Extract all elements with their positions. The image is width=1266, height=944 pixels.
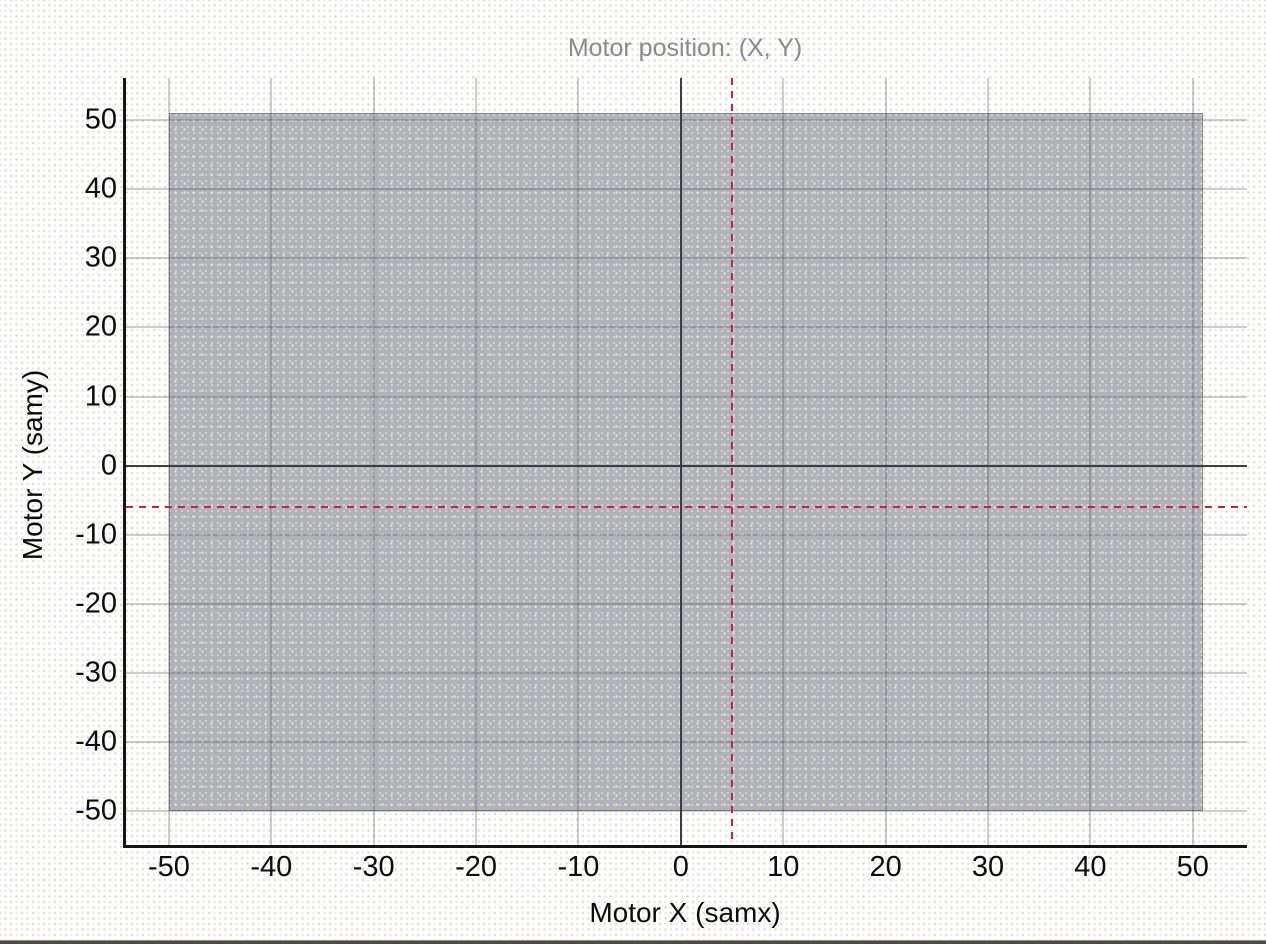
motor-limits-region	[168, 113, 1203, 812]
crosshair-horizontal-line	[126, 506, 1247, 509]
vertical-gridline	[782, 78, 785, 845]
horizontal-gridline	[126, 395, 1247, 398]
x-zero-line	[679, 78, 682, 845]
horizontal-gridline	[126, 533, 1247, 536]
horizontal-gridline	[126, 741, 1247, 744]
horizontal-gridline	[126, 257, 1247, 260]
window-bottom-edge	[0, 940, 1266, 944]
y-tick-label: -30	[75, 656, 117, 689]
y-tick-label: 40	[84, 172, 117, 205]
x-tick-label: 40	[1074, 851, 1107, 883]
x-tick-label: -50	[148, 851, 190, 883]
horizontal-gridline	[126, 602, 1247, 605]
x-tick-label: 50	[1176, 851, 1209, 883]
vertical-gridline	[270, 78, 273, 845]
vertical-gridline	[884, 78, 887, 845]
y-tick-label: -40	[75, 725, 117, 758]
vertical-gridline	[986, 78, 989, 845]
y-tick-label: -20	[75, 587, 117, 620]
vertical-gridline	[167, 78, 170, 845]
y-zero-line	[126, 464, 1247, 467]
horizontal-gridline	[126, 671, 1247, 674]
x-tick-label: 30	[971, 851, 1005, 883]
vertical-gridline	[475, 78, 478, 845]
chart-title: Motor position: (X, Y)	[567, 34, 803, 62]
x-tick-label: -10	[557, 851, 600, 883]
horizontal-gridline	[126, 188, 1247, 191]
horizontal-gridline	[126, 326, 1247, 329]
y-tick-label: 30	[84, 241, 117, 274]
y-tick-label: 20	[84, 310, 117, 343]
x-axis-label: Motor X (samx)	[589, 897, 781, 928]
vertical-gridline	[1191, 78, 1194, 845]
horizontal-gridline	[126, 810, 1247, 813]
y-axis-label: Motor Y (samy)	[17, 369, 48, 561]
y-tick-label: -50	[75, 794, 117, 827]
plot-area[interactable]	[123, 78, 1247, 848]
y-tick-label: 0	[100, 449, 117, 482]
x-tick-label: -40	[250, 851, 293, 883]
x-tick-label: 20	[869, 851, 902, 883]
vertical-gridline	[1089, 78, 1092, 845]
y-tick-label: 10	[84, 380, 117, 413]
vertical-gridline	[372, 78, 375, 845]
crosshair-vertical-line	[731, 78, 734, 845]
x-tick-label: 0	[672, 851, 689, 883]
horizontal-gridline	[126, 119, 1247, 122]
x-tick-label: 10	[767, 851, 800, 883]
x-tick-label: -30	[352, 851, 395, 883]
y-tick-label: 50	[84, 103, 117, 136]
x-tick-label: -20	[455, 851, 498, 883]
y-tick-label: -10	[75, 518, 117, 551]
vertical-gridline	[577, 78, 580, 845]
